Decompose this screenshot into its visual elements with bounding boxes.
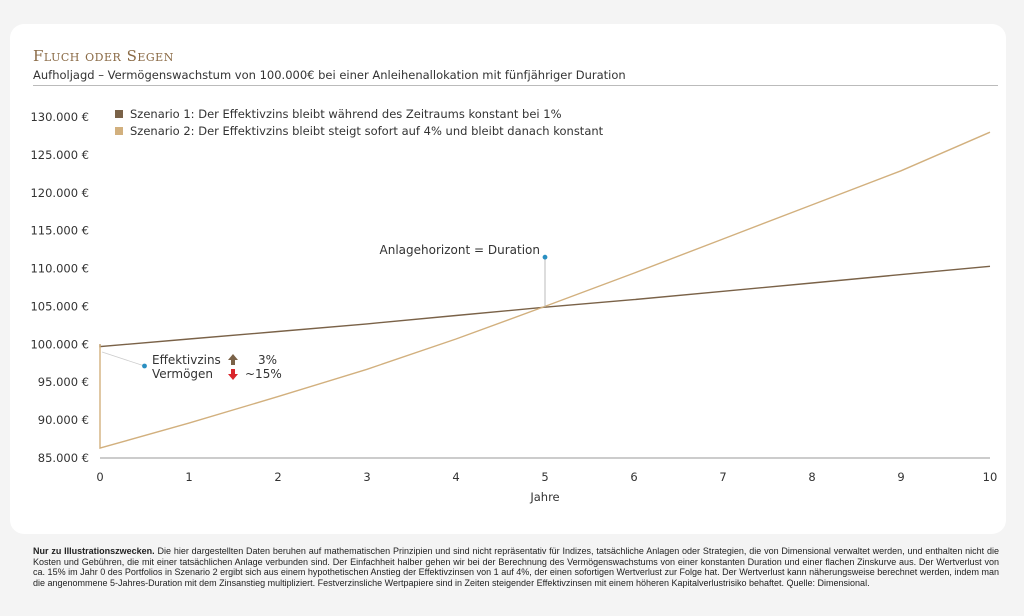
x-tick-label: 5 [541, 470, 548, 484]
x-tick-label: 4 [452, 470, 459, 484]
y-tick-label: 110.000 € [30, 262, 89, 276]
series-line-2 [99, 131, 991, 450]
x-tick-label: 8 [808, 470, 815, 484]
y-tick-label: 130.000 € [30, 110, 89, 124]
chart-subtitle: Aufholjagd – Vermögenswachstum von 100.0… [33, 68, 626, 82]
y-tick-label: 85.000 € [38, 451, 89, 465]
legend-label: Szenario 2: Der Effektivzins bleibt stei… [130, 124, 604, 138]
chart-card [10, 24, 1006, 534]
footnote: Nur zu Illustrationszwecken. Die hier da… [33, 546, 999, 588]
y-tick-label: 90.000 € [38, 413, 89, 427]
series-line-1 [99, 265, 991, 348]
drop-leader-line [101, 351, 145, 367]
effektivzins-label: Effektivzins [152, 353, 221, 367]
chart-series [99, 131, 991, 450]
arrow-down-icon [228, 369, 238, 380]
x-tick-label: 0 [96, 470, 103, 484]
x-axis-ticks: 0 1 2 3 4 5 6 7 8 9 10 [96, 470, 997, 484]
chart-annotations: Anlagehorizont = Duration EffektivzinsVer… [101, 243, 548, 381]
horizon-label: Anlagehorizont = Duration [380, 243, 540, 257]
y-tick-label: 105.000 € [30, 299, 89, 313]
title-divider [33, 85, 998, 86]
footnote-text: Die hier dargestellten Daten beruhen auf… [33, 546, 1000, 588]
y-tick-label: 120.000 € [30, 186, 89, 200]
legend-label: Szenario 1: Der Effektivzins bleibt währ… [130, 107, 562, 121]
drop-marker [142, 363, 147, 369]
y-tick-label: 125.000 € [30, 148, 89, 162]
y-axis-ticks: 85.000 € 90.000 € 95.000 € 100.000 € 105.000… [30, 110, 89, 465]
x-tick-label: 6 [630, 470, 637, 484]
effektivzins-value: 3% [258, 353, 277, 367]
chart-title: Fluch oder Segen [33, 47, 174, 65]
x-tick-label: 3 [363, 470, 370, 484]
legend-swatch [115, 127, 123, 135]
x-tick-label: 2 [274, 470, 281, 484]
vermoegen-label: Vermögen [152, 367, 213, 381]
y-tick-label: 95.000 € [38, 375, 89, 389]
horizon-marker [542, 254, 548, 260]
x-axis-label: Jahre [529, 490, 559, 504]
arrow-up-icon [228, 354, 238, 365]
x-tick-label: 1 [185, 470, 192, 484]
legend-swatch [115, 110, 123, 118]
vermoegen-value: ~15% [245, 367, 282, 381]
y-tick-label: 100.000 € [30, 337, 89, 351]
x-tick-label: 7 [719, 470, 726, 484]
chart-legend: Szenario 1: Der Effektivzins bleibt währ… [115, 107, 604, 138]
x-tick-label: 10 [983, 470, 998, 484]
footnote-bold: Nur zu Illustrationszwecken. [33, 546, 155, 556]
y-tick-label: 115.000 € [30, 224, 89, 238]
x-tick-label: 9 [897, 470, 904, 484]
